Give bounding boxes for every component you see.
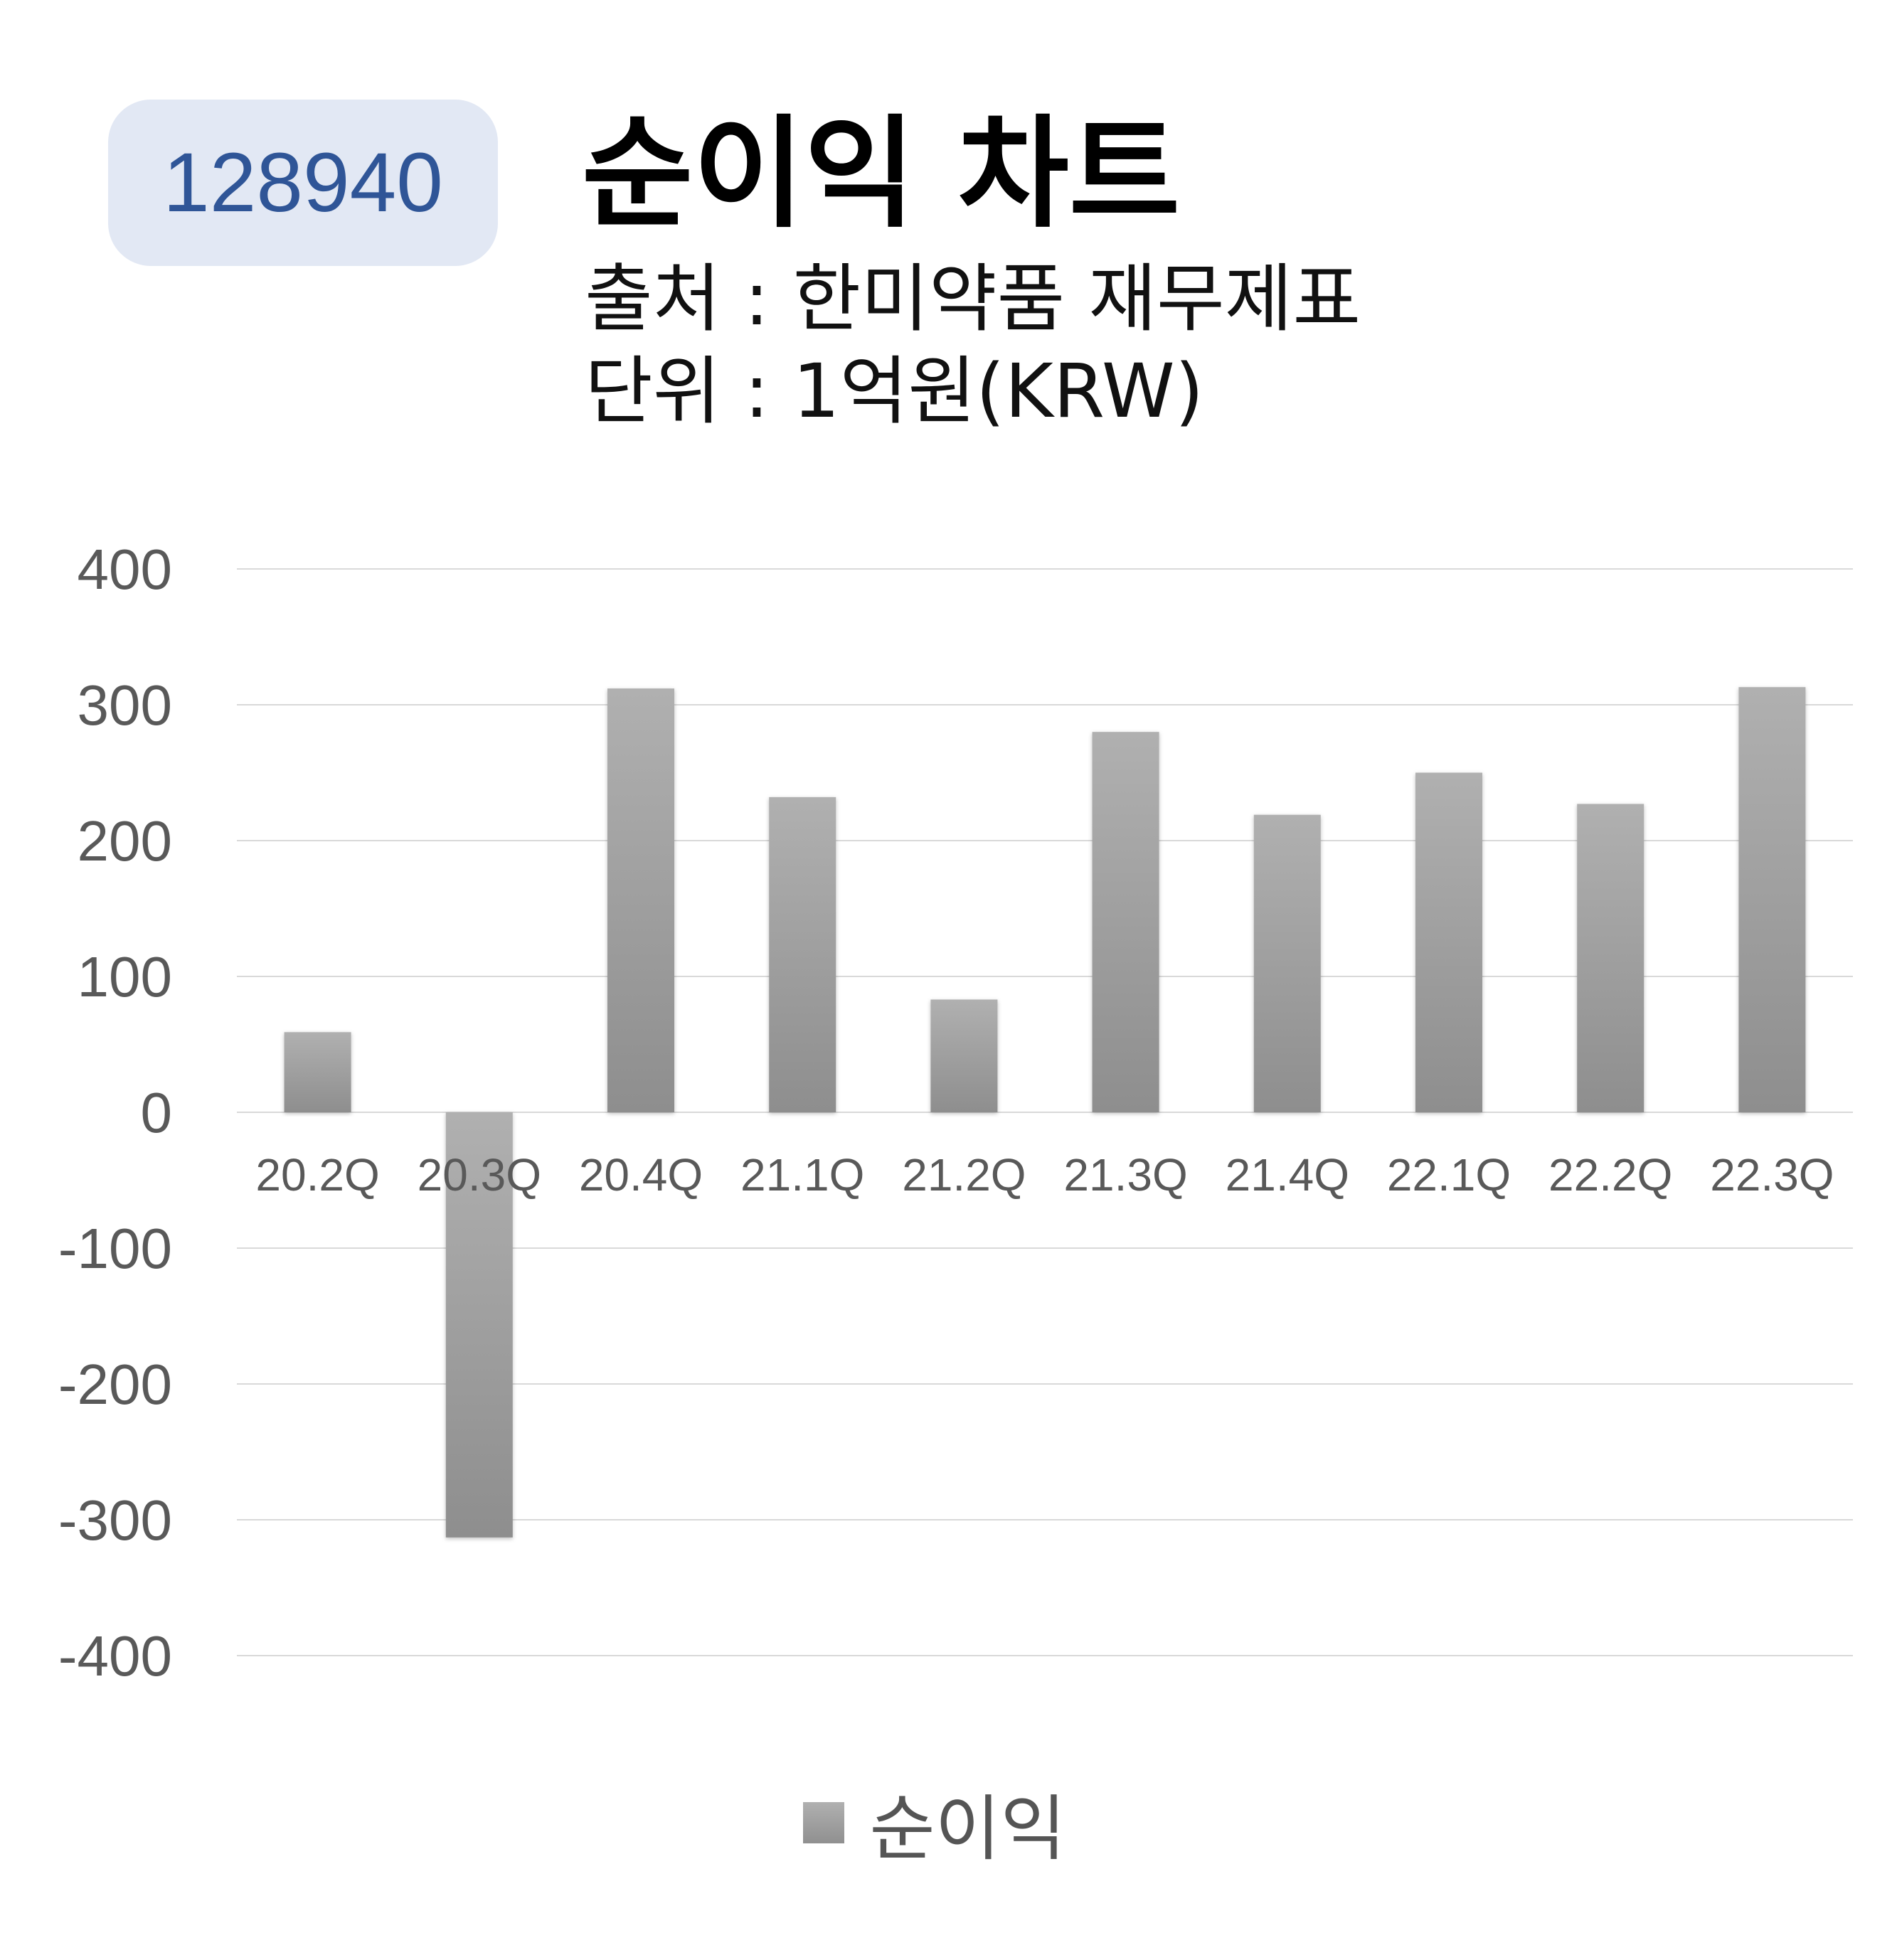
- chart-legend: 순이익: [0, 1771, 1897, 1874]
- bar-21.4Q: [1253, 814, 1321, 1112]
- chart-title: 순이익 차트: [582, 104, 1181, 245]
- y-tick-label: 200: [78, 809, 172, 873]
- legend-swatch: [802, 1801, 844, 1843]
- x-tick-label: 20.2Q: [255, 1149, 379, 1200]
- y-tick-label: 100: [78, 945, 172, 1008]
- x-tick-label: 22.1Q: [1387, 1149, 1511, 1200]
- x-tick-label: 20.4Q: [579, 1149, 703, 1200]
- stock-code-badge: 128940: [108, 100, 498, 266]
- stock-code: 128940: [163, 136, 443, 230]
- x-tick-label: 22.3Q: [1710, 1149, 1834, 1200]
- x-tick-label: 21.2Q: [902, 1149, 1026, 1200]
- y-tick-label: -100: [58, 1217, 172, 1280]
- bar-20.3Q: [445, 1112, 513, 1538]
- source-label: 출처 : 한미약품 재무제표: [585, 255, 1361, 342]
- bar-21.3Q: [1092, 732, 1159, 1112]
- bar-20.4Q: [607, 688, 674, 1112]
- bar-22.3Q: [1738, 687, 1806, 1112]
- bar-21.1Q: [769, 797, 836, 1112]
- x-tick-label: 20.3Q: [418, 1149, 541, 1200]
- y-tick-label: -200: [58, 1353, 172, 1416]
- bar-22.2Q: [1577, 804, 1644, 1112]
- y-tick-label: -400: [58, 1624, 172, 1688]
- net-income-bar-chart: 400 300 200 100 0 -100 -200 -300 -400 20.2Q 20.3Q 2…: [58, 538, 1853, 1688]
- y-tick-label: -300: [58, 1488, 172, 1552]
- unit-label: 단위 : 1억원(KRW): [585, 348, 1204, 435]
- x-tick-label: 21.1Q: [740, 1149, 864, 1200]
- y-tick-label: 300: [78, 673, 172, 737]
- legend-label: 순이익: [869, 1787, 1066, 1870]
- bar-20.2Q: [284, 1032, 351, 1112]
- bar-21.2Q: [930, 999, 998, 1112]
- y-tick-label: 0: [141, 1081, 173, 1144]
- x-tick-label: 22.2Q: [1548, 1149, 1672, 1200]
- x-tick-label: 21.4Q: [1226, 1149, 1349, 1200]
- y-tick-label: 400: [78, 538, 172, 601]
- bar-22.1Q: [1415, 772, 1482, 1112]
- x-tick-label: 21.3Q: [1063, 1149, 1187, 1200]
